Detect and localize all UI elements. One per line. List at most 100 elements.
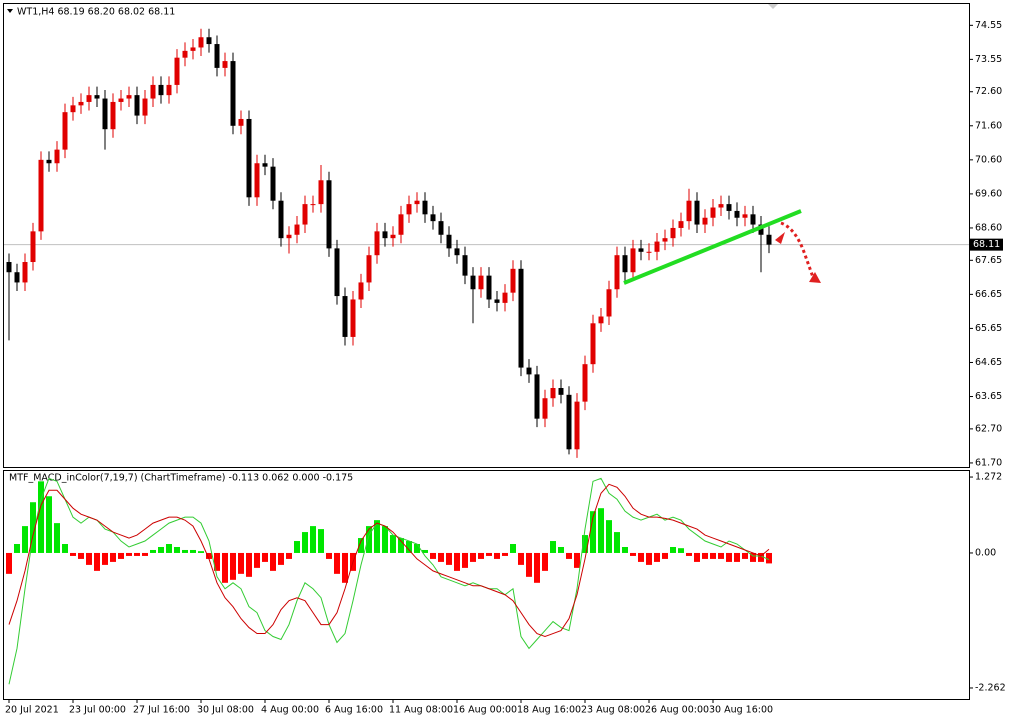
candle-body xyxy=(350,299,356,337)
histogram-bar xyxy=(654,552,660,562)
candle-body xyxy=(766,234,772,245)
histogram-bar xyxy=(30,502,36,553)
arrow-head xyxy=(809,272,821,283)
candle-body xyxy=(470,275,476,290)
histogram-bar xyxy=(22,526,28,553)
candle-body xyxy=(78,101,84,106)
x-tick-label: 23 Jul 00:00 xyxy=(69,705,126,716)
y-tick-label: 64.65 xyxy=(975,357,1002,368)
histogram-bar xyxy=(478,552,484,559)
candle-body xyxy=(238,118,244,126)
y-tick-label: 73.55 xyxy=(975,54,1002,65)
candle-body xyxy=(294,224,300,235)
candle-body xyxy=(710,207,716,218)
histogram-bar xyxy=(454,552,460,571)
histogram-bar xyxy=(118,552,124,559)
candle-body xyxy=(518,268,524,368)
histogram-bar xyxy=(318,529,324,553)
candle-body xyxy=(318,180,324,205)
histogram-bar xyxy=(150,549,156,553)
candle-body xyxy=(502,292,508,303)
candle-body xyxy=(686,200,692,222)
candle-body xyxy=(22,262,28,283)
candle-body xyxy=(678,221,684,228)
histogram-bar xyxy=(430,552,436,559)
histogram-bar xyxy=(550,541,556,553)
histogram-bar xyxy=(302,532,308,553)
y-tick-label: 1.272 xyxy=(975,472,1002,483)
candle-body xyxy=(270,166,276,201)
histogram-bar xyxy=(398,538,404,553)
candle-body xyxy=(638,248,644,252)
histogram-bar xyxy=(438,552,444,562)
candle-body xyxy=(630,248,636,273)
candle-body xyxy=(46,159,52,164)
candle-body xyxy=(14,272,20,283)
histogram-bar xyxy=(382,526,388,553)
x-tick-label: 6 Aug 16:00 xyxy=(325,705,383,716)
histogram-bar xyxy=(446,552,452,565)
histogram-bar xyxy=(86,552,92,565)
histogram-bar xyxy=(294,541,300,553)
candle-body xyxy=(126,95,132,99)
candle-body xyxy=(374,231,380,256)
candle-body xyxy=(150,84,156,99)
histogram-bar xyxy=(606,520,612,553)
histogram-bar xyxy=(278,552,284,565)
y-tick-label: 63.65 xyxy=(975,391,1002,402)
histogram-bar xyxy=(158,546,164,553)
candle-body xyxy=(254,163,260,198)
candle-body xyxy=(718,204,724,208)
histogram-bar xyxy=(6,552,12,574)
candle-body xyxy=(62,112,68,150)
candle-body xyxy=(670,227,676,239)
histogram-bar xyxy=(78,552,84,559)
histogram-bar xyxy=(198,551,204,553)
candle-body xyxy=(750,214,756,225)
candle-body xyxy=(230,61,236,126)
histogram-bar xyxy=(190,549,196,553)
candle-body xyxy=(574,401,580,450)
candle-body xyxy=(478,275,484,290)
candle-body xyxy=(726,204,732,211)
histogram-bar xyxy=(262,552,268,562)
candle-body xyxy=(462,255,468,276)
histogram-bar xyxy=(286,552,292,559)
y-tick-label: 72.60 xyxy=(975,86,1002,97)
candle-body xyxy=(430,214,436,222)
histogram-bar xyxy=(590,511,596,553)
candle-body xyxy=(198,37,204,48)
histogram-bar xyxy=(470,552,476,562)
candle-body xyxy=(542,398,548,419)
histogram-bar xyxy=(630,552,636,556)
histogram-bar xyxy=(110,552,116,562)
candle-body xyxy=(742,214,748,218)
histogram-bar xyxy=(718,552,724,559)
candle-body xyxy=(622,255,628,273)
candle-body xyxy=(190,47,196,51)
histogram-bar xyxy=(750,552,756,562)
histogram-bar xyxy=(502,552,508,556)
menu-marker[interactable] xyxy=(7,9,13,13)
histogram-bar xyxy=(462,552,468,568)
histogram-bar xyxy=(574,552,580,568)
candle-body xyxy=(342,296,348,337)
candle-body xyxy=(6,262,12,273)
y-tick-label: 67.65 xyxy=(975,255,1002,266)
histogram-bar xyxy=(366,526,372,553)
y-tick-label: -2.262 xyxy=(975,682,1006,693)
histogram-bar xyxy=(182,549,188,553)
histogram-bar xyxy=(102,552,108,565)
histogram-bar xyxy=(238,552,244,574)
y-tick-label: 66.65 xyxy=(975,289,1002,300)
y-tick-label: 70.60 xyxy=(975,154,1002,165)
histogram-bar xyxy=(678,548,684,553)
candle-body xyxy=(454,248,460,256)
candle-body xyxy=(286,234,292,239)
histogram-bar xyxy=(214,552,220,571)
shift-marker xyxy=(768,4,778,9)
y-tick-label: 69.60 xyxy=(975,188,1002,199)
y-tick-label: 0.00 xyxy=(975,547,996,558)
candle-body xyxy=(54,149,60,164)
candle-body xyxy=(182,50,188,58)
